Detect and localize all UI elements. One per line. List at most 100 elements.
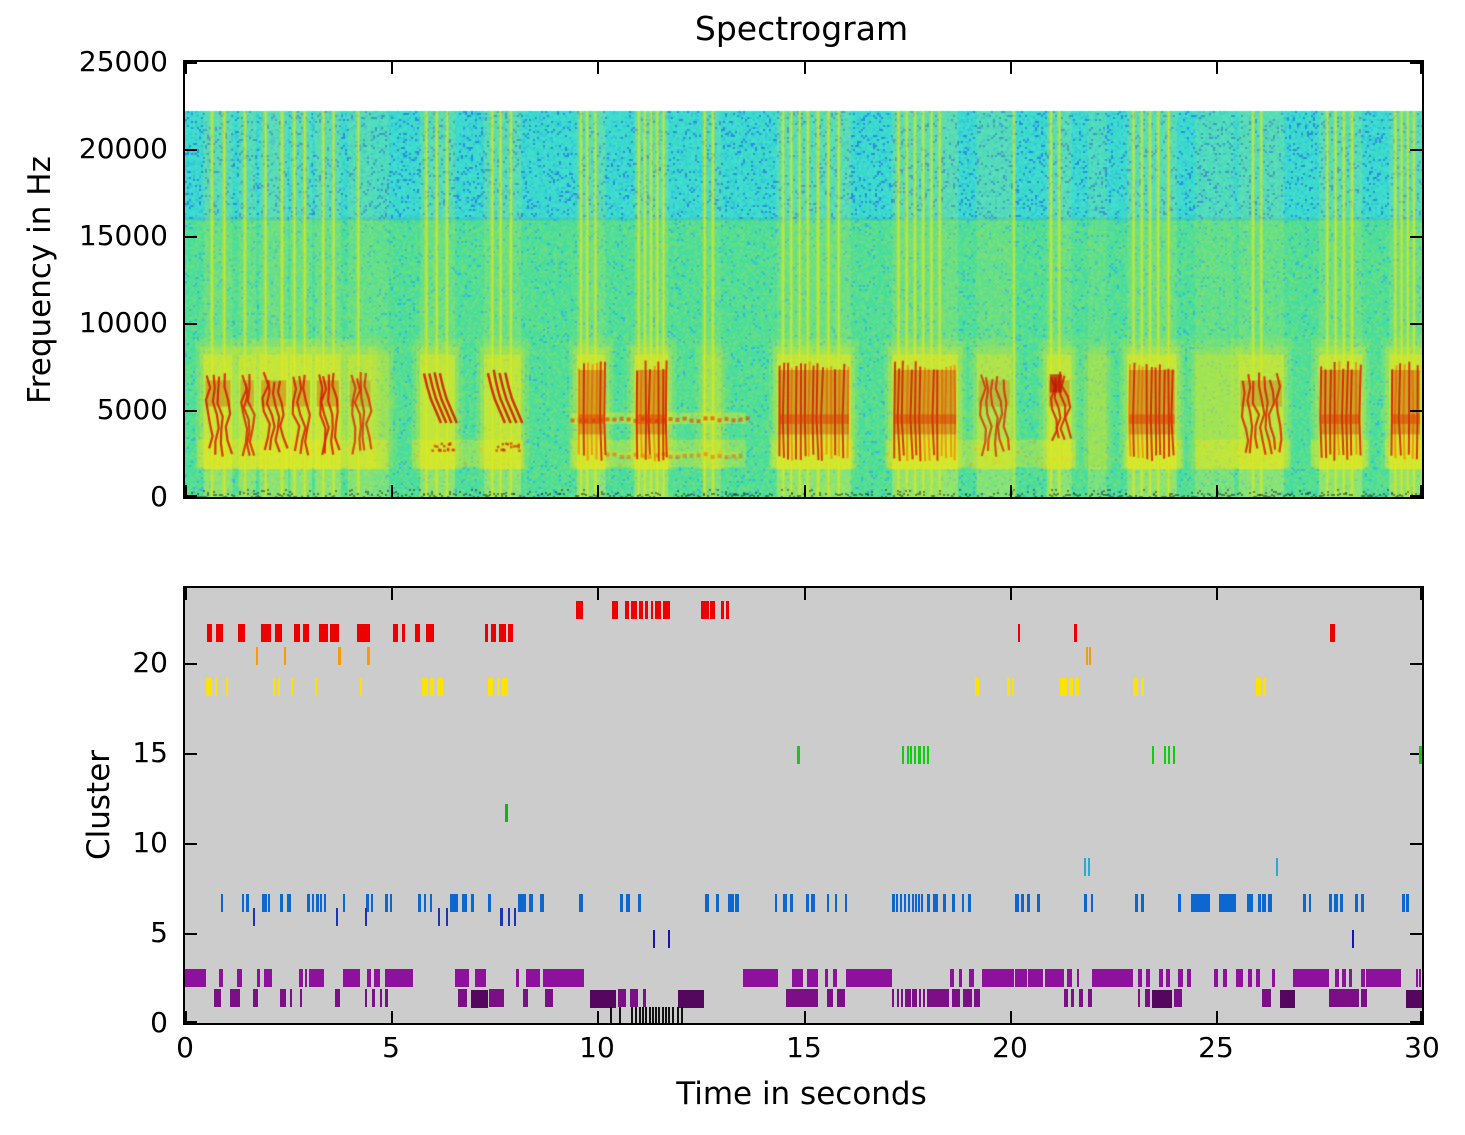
cluster-mark bbox=[1071, 988, 1074, 1007]
cluster-mark bbox=[263, 969, 272, 988]
cluster-mark bbox=[726, 600, 729, 619]
cluster-mark bbox=[1349, 969, 1353, 988]
cluster-mark bbox=[1342, 969, 1346, 988]
axis-tick bbox=[185, 1021, 197, 1023]
cluster-mark bbox=[1015, 969, 1027, 988]
cluster-mark bbox=[635, 1006, 638, 1023]
cluster-mark bbox=[1361, 893, 1365, 912]
cluster-mark bbox=[455, 969, 469, 988]
cluster-mark bbox=[907, 893, 910, 912]
time-xtick-label: 15 bbox=[786, 1031, 822, 1064]
cluster-mark bbox=[246, 893, 249, 912]
axis-tick bbox=[1410, 843, 1422, 845]
cluster-mark bbox=[303, 623, 310, 642]
cluster-mark bbox=[289, 988, 292, 1007]
cluster-mark bbox=[911, 893, 914, 912]
cluster-mark bbox=[220, 893, 224, 912]
cluster-mark bbox=[1292, 969, 1330, 988]
cluster-mark bbox=[261, 893, 267, 912]
cluster-mark bbox=[1329, 893, 1333, 912]
cluster-mark bbox=[500, 907, 503, 926]
cluster-mark bbox=[523, 988, 528, 1007]
cluster-mark bbox=[677, 989, 705, 1008]
cluster-mark bbox=[1011, 677, 1014, 696]
cluster-mark bbox=[1415, 969, 1419, 988]
cluster-mark bbox=[278, 677, 281, 696]
cluster-mark bbox=[1271, 969, 1276, 988]
cluster-mark bbox=[721, 600, 724, 619]
cluster-mark bbox=[912, 988, 917, 1007]
cluster-mark bbox=[1045, 969, 1064, 988]
cluster-mark bbox=[496, 677, 500, 696]
cluster-mark bbox=[261, 623, 271, 642]
axis-tick bbox=[597, 1011, 599, 1023]
cluster-mark bbox=[926, 746, 929, 765]
cluster-mark bbox=[624, 600, 629, 619]
axis-tick bbox=[804, 62, 806, 74]
cluster-mark bbox=[273, 677, 276, 696]
cluster-mark bbox=[782, 893, 787, 912]
cluster-mark bbox=[1267, 893, 1273, 912]
cluster-ytick-label: 20 bbox=[132, 646, 168, 679]
cluster-mark bbox=[280, 988, 287, 1007]
cluster-mark bbox=[517, 893, 526, 912]
cluster-mark bbox=[917, 746, 921, 765]
cluster-mark bbox=[1014, 893, 1020, 912]
cluster-mark bbox=[1133, 677, 1139, 696]
cluster-mark bbox=[1151, 746, 1154, 765]
cluster-mark bbox=[252, 988, 259, 1007]
cluster-mark bbox=[414, 623, 421, 642]
cluster-mark bbox=[498, 623, 506, 642]
cluster-mark bbox=[489, 988, 504, 1007]
axis-tick bbox=[1410, 323, 1422, 325]
cluster-mark bbox=[1089, 647, 1092, 666]
cluster-mark bbox=[914, 893, 917, 912]
cluster-mark bbox=[826, 988, 833, 1007]
cluster-mark bbox=[1166, 969, 1171, 988]
cluster-mark bbox=[899, 893, 902, 912]
cluster-mark bbox=[968, 893, 971, 912]
cluster-mark bbox=[505, 803, 509, 822]
cluster-mark bbox=[507, 907, 511, 926]
spectrogram-plot bbox=[183, 60, 1424, 499]
cluster-mark bbox=[982, 969, 1014, 988]
cluster-mark bbox=[1335, 969, 1340, 988]
time-xtick-label: 10 bbox=[579, 1031, 615, 1064]
axis-tick bbox=[1010, 62, 1012, 74]
cluster-mark bbox=[900, 988, 904, 1007]
cluster-mark bbox=[1027, 893, 1030, 912]
cluster-mark bbox=[792, 969, 803, 988]
cluster-mark bbox=[618, 1006, 621, 1023]
axis-tick bbox=[1420, 588, 1422, 600]
cluster-mark bbox=[218, 969, 223, 988]
cluster-mark bbox=[540, 893, 545, 912]
cluster-mark bbox=[742, 969, 778, 988]
y-axis-label-frequency: Frequency in Hz bbox=[22, 156, 58, 404]
cluster-mark bbox=[1060, 677, 1067, 696]
cluster-mark bbox=[645, 1006, 648, 1023]
cluster-mark bbox=[335, 988, 340, 1007]
cluster-mark bbox=[926, 988, 950, 1007]
cluster-mark bbox=[933, 893, 938, 912]
axis-tick bbox=[185, 495, 197, 497]
cluster-mark bbox=[314, 677, 317, 696]
cluster-mark bbox=[1361, 969, 1365, 988]
cluster-mark bbox=[417, 893, 422, 912]
cluster-mark bbox=[185, 969, 207, 988]
cluster-mark bbox=[641, 1006, 644, 1023]
axis-tick bbox=[185, 843, 197, 845]
cluster-mark bbox=[458, 988, 467, 1007]
cluster-mark bbox=[806, 893, 810, 912]
cluster-mark bbox=[318, 623, 328, 642]
axis-tick bbox=[1010, 588, 1012, 600]
cluster-mark bbox=[626, 893, 631, 912]
spectrogram-ytick-label: 20000 bbox=[78, 132, 168, 165]
cluster-mark bbox=[423, 893, 427, 912]
cluster-mark bbox=[1074, 677, 1079, 696]
axis-tick bbox=[597, 588, 599, 600]
cluster-mark bbox=[1027, 969, 1044, 988]
cluster-mark bbox=[1256, 969, 1261, 988]
cluster-mark bbox=[237, 623, 246, 642]
cluster-mark bbox=[891, 893, 895, 912]
cluster-mark bbox=[283, 647, 286, 666]
